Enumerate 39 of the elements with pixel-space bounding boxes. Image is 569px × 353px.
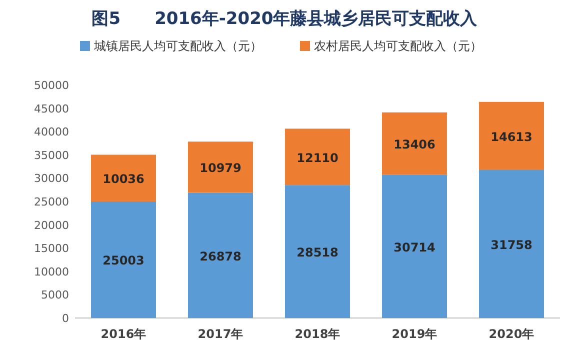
data-label: 10979 xyxy=(200,161,242,176)
legend-label: 农村居民人均可支配收入（元） xyxy=(314,39,482,53)
legend-label: 城镇居民人均可支配收入（元） xyxy=(93,39,262,53)
y-tick-label: 25000 xyxy=(34,196,69,208)
data-label: 25003 xyxy=(102,254,144,268)
x-tick-label: 2017年 xyxy=(198,327,244,341)
data-label: 13406 xyxy=(394,138,436,152)
y-tick-label: 45000 xyxy=(34,102,69,116)
bar xyxy=(91,154,156,202)
y-tick-label: 10000 xyxy=(34,265,69,278)
x-tick-label: 2019年 xyxy=(392,327,438,341)
data-label: 26878 xyxy=(200,249,242,264)
bar xyxy=(285,185,350,318)
data-label: 14613 xyxy=(490,130,532,144)
x-tick-label: 2018年 xyxy=(294,327,340,341)
x-tick-label: 2016年 xyxy=(100,327,146,341)
chart-title: 图5 2016年-2020年藤县城乡居民可支配收入 xyxy=(92,9,478,29)
bar xyxy=(188,142,253,193)
y-tick-label: 15000 xyxy=(34,242,69,256)
data-label: 10036 xyxy=(102,172,144,186)
data-label: 30714 xyxy=(394,240,436,254)
bar xyxy=(479,170,544,318)
data-label: 31758 xyxy=(490,238,532,252)
y-tick-label: 20000 xyxy=(34,218,69,232)
y-tick-label: 35000 xyxy=(34,148,69,162)
bar xyxy=(382,112,447,175)
bar xyxy=(285,128,350,186)
data-label: 28518 xyxy=(296,246,338,260)
x-tick-label: 2020年 xyxy=(488,327,534,341)
data-label: 12110 xyxy=(296,150,338,165)
bar xyxy=(91,201,156,318)
bar xyxy=(188,192,253,318)
y-tick-label: 40000 xyxy=(34,126,69,139)
y-tick-label: 0 xyxy=(62,312,69,325)
y-tick-label: 5000 xyxy=(41,288,69,302)
bar xyxy=(382,174,447,318)
bar xyxy=(479,102,544,170)
y-tick-label: 50000 xyxy=(34,79,69,92)
y-tick-label: 30000 xyxy=(34,172,69,186)
